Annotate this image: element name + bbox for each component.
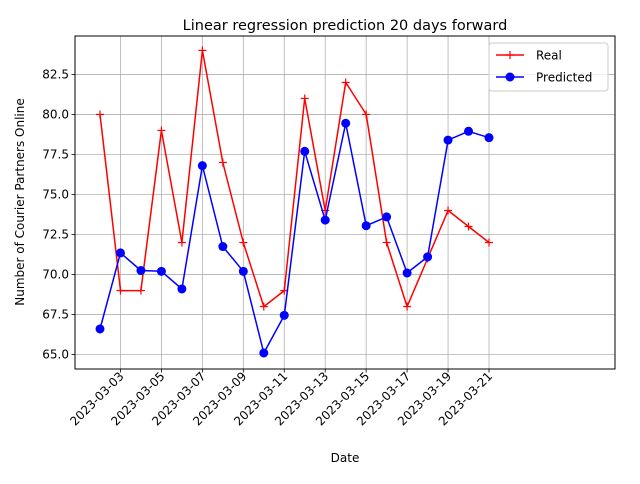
data-point (362, 110, 371, 119)
data-point (239, 238, 248, 247)
data-point (402, 268, 412, 278)
y-tick-label: 65.0 (42, 348, 69, 362)
data-point (341, 118, 351, 128)
series-predicted (95, 118, 494, 358)
data-point (115, 248, 125, 258)
y-tick-label: 70.0 (42, 268, 69, 282)
series-real (96, 46, 493, 311)
data-point (279, 310, 289, 320)
data-point (464, 222, 473, 231)
series-layer (95, 46, 494, 358)
legend-real-label: Real (536, 49, 562, 63)
legend: Real Predicted (488, 42, 609, 92)
x-axis: 2023-03-032023-03-052023-03-072023-03-09… (67, 369, 495, 428)
data-point (197, 161, 207, 171)
data-point (136, 266, 146, 276)
legend-predicted-marker (505, 72, 515, 82)
data-point (403, 302, 412, 311)
data-point (300, 94, 309, 103)
y-tick-label: 72.5 (42, 228, 69, 242)
data-point (361, 221, 371, 231)
data-point (443, 135, 453, 145)
data-point (382, 238, 391, 247)
y-tick-label: 77.5 (42, 147, 69, 161)
data-point (423, 252, 433, 262)
data-point (484, 133, 494, 143)
y-axis-label: Number of Courier Partners Online (13, 98, 27, 306)
y-tick-label: 67.5 (42, 308, 69, 322)
data-point (156, 266, 166, 276)
data-point (218, 158, 227, 167)
data-point (341, 78, 350, 87)
data-point (259, 302, 268, 311)
data-point (259, 348, 269, 358)
grid (75, 36, 615, 369)
data-point (157, 126, 166, 135)
y-axis: 65.0 67.5 70.0 72.5 75.0 77.5 80.0 82.5 (42, 67, 75, 362)
y-tick-label: 82.5 (42, 67, 69, 81)
x-axis-label: Date (331, 451, 360, 465)
data-point (382, 212, 392, 222)
data-point (198, 46, 207, 55)
data-point (238, 266, 248, 276)
data-point (96, 110, 104, 119)
data-point (116, 286, 125, 295)
data-point (136, 286, 145, 295)
data-point (485, 238, 493, 247)
legend-predicted-label: Predicted (536, 71, 592, 85)
data-point (95, 324, 105, 334)
series-line-real (99, 49, 490, 308)
data-point (177, 284, 187, 294)
chart-title: Linear regression prediction 20 days for… (183, 18, 508, 34)
data-point (320, 215, 330, 225)
y-tick-label: 80.0 (42, 107, 69, 121)
legend-real-marker (506, 51, 514, 59)
data-point (177, 238, 186, 247)
plot-frame (74, 35, 616, 370)
data-point (464, 126, 474, 136)
data-point (444, 206, 453, 215)
data-point (218, 242, 228, 252)
y-tick-label: 75.0 (42, 187, 69, 201)
data-point (300, 146, 310, 156)
